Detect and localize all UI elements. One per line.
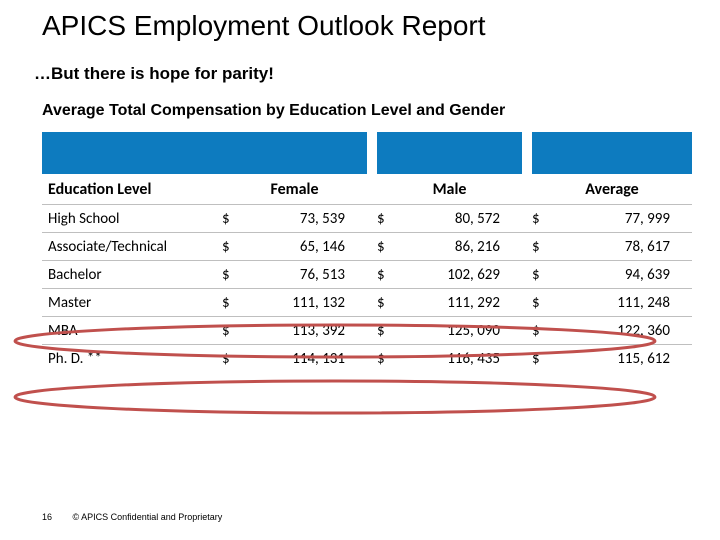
cell-female: $76, 513	[222, 266, 367, 284]
row-label: Master	[42, 294, 222, 312]
cell-average: $111, 248	[532, 294, 692, 312]
cell-average: $77, 999	[532, 210, 692, 228]
table-header-row: Education Level Female Male Average	[42, 174, 692, 204]
cell-female: $113, 392	[222, 322, 367, 340]
cell-female: $114, 131	[222, 350, 367, 368]
table-row: Associate/Technical$65, 146 $86, 216 $78, …	[42, 232, 692, 260]
compensation-table: Education Level Female Male Average High…	[42, 132, 692, 372]
chart-title: Average Total Compensation by Education …	[42, 102, 692, 120]
table-row: Ph. D. **$114, 131 $116, 435 $115, 612	[42, 344, 692, 372]
row-label: MBA	[42, 322, 222, 340]
cell-female: $65, 146	[222, 238, 367, 256]
col-header-average: Average	[532, 176, 692, 203]
table-row: Bachelor$76, 513 $102, 629 $94, 639	[42, 260, 692, 288]
cell-female: $111, 132	[222, 294, 367, 312]
col-header-education: Education Level	[42, 176, 222, 203]
cell-male: $80, 572	[377, 210, 522, 228]
table-row: MBA$113, 392 $125, 090 $122, 360	[42, 316, 692, 344]
table-row: Master$111, 132 $111, 292 $111, 248	[42, 288, 692, 316]
cell-average: $78, 617	[532, 238, 692, 256]
cell-male: $86, 216	[377, 238, 522, 256]
cell-male: $102, 629	[377, 266, 522, 284]
cell-male: $116, 435	[377, 350, 522, 368]
page-title: APICS Employment Outlook Report	[42, 10, 692, 42]
cell-average: $122, 360	[532, 322, 692, 340]
col-header-female: Female	[222, 176, 367, 203]
row-label: High School	[42, 210, 222, 228]
cell-female: $73, 539	[222, 210, 367, 228]
table-row: High School$73, 539 $80, 572 $77, 999	[42, 204, 692, 232]
row-label: Bachelor	[42, 266, 222, 284]
footer-text: © APICS Confidential and Proprietary	[73, 512, 223, 522]
cell-average: $115, 612	[532, 350, 692, 368]
col-header-male: Male	[377, 176, 522, 203]
table-header-band	[42, 132, 692, 174]
cell-average: $94, 639	[532, 266, 692, 284]
cell-male: $125, 090	[377, 322, 522, 340]
row-label: Associate/Technical	[42, 238, 222, 256]
subtitle: …But there is hope for parity!	[34, 64, 692, 84]
page-number: 16	[42, 512, 52, 522]
cell-male: $111, 292	[377, 294, 522, 312]
row-label: Ph. D. **	[42, 350, 222, 368]
footer: 16 © APICS Confidential and Proprietary	[42, 512, 222, 522]
